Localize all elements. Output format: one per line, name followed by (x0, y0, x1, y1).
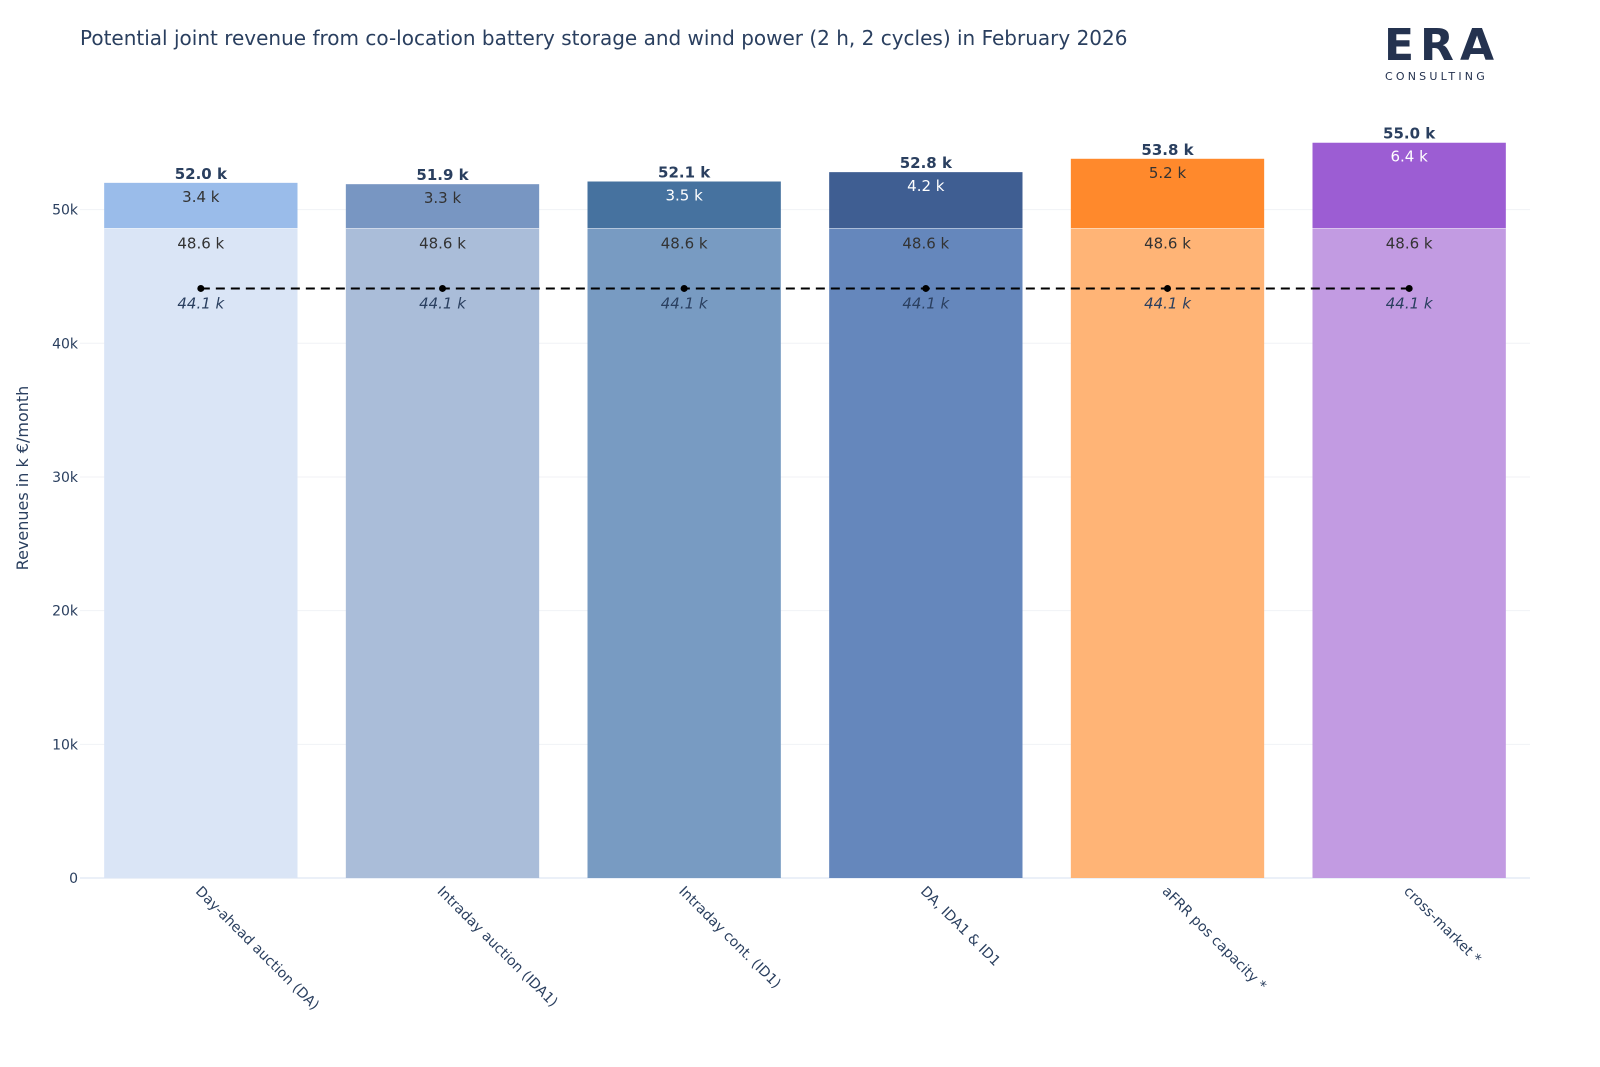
bar-base-segment-label: 48.6 k (902, 234, 949, 252)
bar-total-label: 52.1 k (658, 164, 711, 182)
reference-label: 44.1 k (661, 294, 709, 312)
bar-top-segment-label: 4.2 k (907, 177, 945, 195)
y-tick-label: 30k (52, 470, 79, 486)
bar-top-segment-label: 3.3 k (424, 189, 462, 207)
logo-subtitle: CONSULTING (1385, 70, 1488, 83)
bar-top-segment-label: 3.4 k (182, 188, 220, 206)
bar-total-label: 55.0 k (1383, 125, 1436, 143)
era-consulting-logo: ERA CONSULTING (1384, 22, 1504, 86)
bar-segment-top (1070, 158, 1265, 229)
y-tick-label: 40k (52, 336, 79, 352)
x-tick-label: Day-ahead auction (DA) (192, 884, 322, 1014)
bar-top-segment-label: 3.5 k (666, 187, 704, 205)
reference-label: 44.1 k (1144, 294, 1192, 312)
bar-segment-base (829, 228, 1023, 878)
bar-segment-base (1312, 228, 1506, 878)
bar-base-segment-label: 48.6 k (177, 234, 224, 252)
reference-marker (197, 284, 205, 292)
reference-label: 44.1 k (177, 294, 225, 312)
reference-label: 44.1 k (419, 294, 467, 312)
y-axis-title: Revenues in k €/month (13, 386, 32, 571)
x-tick-label: Intraday auction (IDA1) (434, 884, 561, 1011)
reference-marker (922, 284, 930, 292)
bar-segment-top (1312, 142, 1506, 229)
bars (104, 142, 1506, 878)
y-tick-label: 20k (52, 604, 79, 620)
bar-total-label: 51.9 k (416, 166, 469, 184)
bar-total-label: 52.0 k (175, 165, 228, 183)
bar-segment-top (104, 182, 298, 229)
bar-segment-base (345, 228, 540, 878)
x-tick-label: cross-market * (1400, 884, 1484, 968)
bar-top-segment-label: 5.2 k (1149, 164, 1187, 182)
bar-base-segment-label: 48.6 k (1386, 234, 1433, 252)
y-tick-label: 0 (69, 871, 78, 887)
reference-label: 44.1 k (1386, 294, 1434, 312)
reference-label: 44.1 k (902, 294, 950, 312)
reference-line: 44.1 k 44.1 k 44.1 k 44.1 k 44.1 k 44.1 k (177, 284, 1434, 312)
bar-total-label: 52.8 k (900, 154, 953, 172)
bar-base-segment-label: 48.6 k (419, 234, 466, 252)
bar-labels: 52.0 k 3.4 k 48.6 k 51.9 k 3.3 k 48.6 k 52.1 k… (175, 125, 1437, 253)
bar-segment-top (587, 181, 781, 229)
x-tick-label: DA, IDA1 & ID1 (917, 884, 1003, 970)
logo-word: ERA (1384, 20, 1500, 71)
x-tick-label: Intraday cont. (ID1) (675, 884, 783, 992)
y-tick-label: 10k (52, 737, 79, 753)
chart-title: Potential joint revenue from co-location… (80, 26, 1128, 50)
reference-marker (439, 284, 446, 292)
bar-total-label: 53.8 k (1141, 141, 1194, 159)
reference-marker (1405, 284, 1413, 292)
bar-top-segment-label: 6.4 k (1391, 148, 1429, 166)
gridlines (80, 209, 1530, 879)
bar-segment-base (104, 228, 298, 878)
reference-marker (680, 284, 688, 292)
bar-segment-top (829, 172, 1023, 229)
x-tick-label: aFRR pos capacity * (1159, 884, 1270, 995)
bar-segment-base (1070, 228, 1265, 878)
bar-base-segment-label: 48.6 k (1144, 234, 1191, 252)
reference-marker (1164, 284, 1171, 292)
y-tick-label: 50k (52, 203, 79, 219)
bar-segment-top (345, 184, 540, 229)
bar-base-segment-label: 48.6 k (661, 234, 708, 252)
bar-segment-base (587, 228, 781, 878)
